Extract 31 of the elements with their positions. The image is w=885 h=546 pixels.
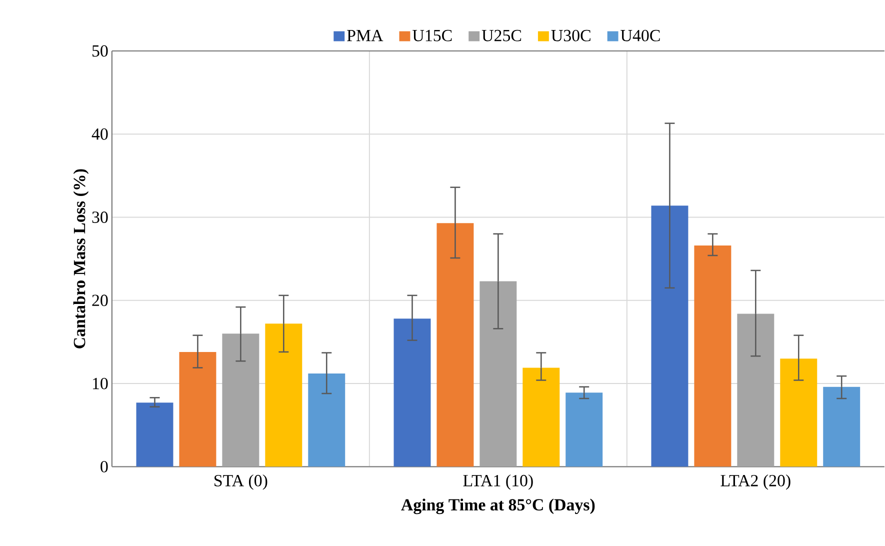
bar xyxy=(480,281,517,467)
bar xyxy=(566,392,603,467)
x-tick-label: LTA2 (20) xyxy=(720,474,790,490)
bar xyxy=(737,314,774,467)
bar xyxy=(694,246,732,467)
bar xyxy=(136,402,174,467)
bar xyxy=(522,368,560,467)
bar xyxy=(308,374,346,467)
y-tick-label: 30 xyxy=(92,212,108,224)
bar xyxy=(179,352,216,467)
bar xyxy=(394,318,431,467)
x-tick-label: STA (0) xyxy=(214,474,268,490)
legend-label: U30C xyxy=(551,30,590,42)
y-tick-label: 0 xyxy=(100,461,108,473)
bar xyxy=(780,358,818,467)
bar xyxy=(436,223,474,467)
legend-label: PMA xyxy=(347,30,384,42)
bar xyxy=(265,324,302,467)
legend-label: U40C xyxy=(620,30,660,42)
y-tick-label: 10 xyxy=(92,378,108,390)
x-axis-title: Aging Time at 85°C (Days) xyxy=(401,498,595,514)
bar xyxy=(823,387,860,467)
legend-label: U25C xyxy=(482,30,522,42)
y-axis-title: Cantabro Mass Loss (%) xyxy=(73,169,89,349)
y-tick-label: 40 xyxy=(92,128,108,140)
x-tick-label: LTA1 (10) xyxy=(463,474,533,490)
y-tick-label: 20 xyxy=(92,294,108,306)
legend-label: U15C xyxy=(412,30,452,42)
y-tick-label: 50 xyxy=(92,45,108,57)
bar xyxy=(222,334,260,467)
bar xyxy=(651,206,688,467)
